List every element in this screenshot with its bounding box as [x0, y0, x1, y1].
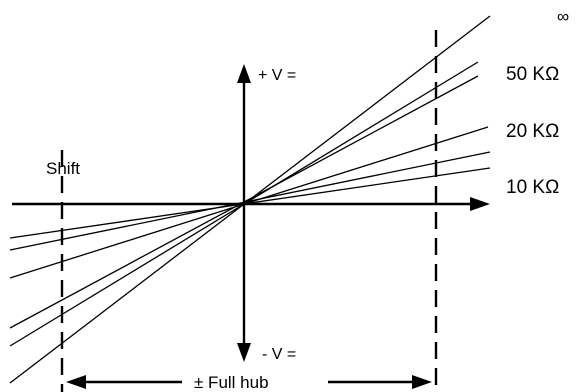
vertical-axis-top-arrowhead [237, 64, 251, 83]
resistance-label-50k: 50 KΩ [506, 64, 559, 85]
minus-v-label: - V = [262, 346, 296, 363]
resistance-label-10k: 10 KΩ [506, 177, 559, 198]
vertical-axis-bottom-arrowhead [237, 343, 251, 362]
response-line-10k-upper [10, 152, 490, 250]
plus-v-label: + V = [258, 67, 296, 84]
infinity-label: ∞ [557, 7, 569, 26]
resistance-label-20k: 20 KΩ [506, 121, 559, 142]
full-hub-label: ± Full hub [194, 373, 269, 392]
shift-label: Shift [46, 159, 80, 178]
full-hub-right-arrowhead [412, 375, 432, 389]
horizontal-axis-arrowhead [470, 197, 490, 211]
full-hub-left-arrowhead [66, 375, 86, 389]
